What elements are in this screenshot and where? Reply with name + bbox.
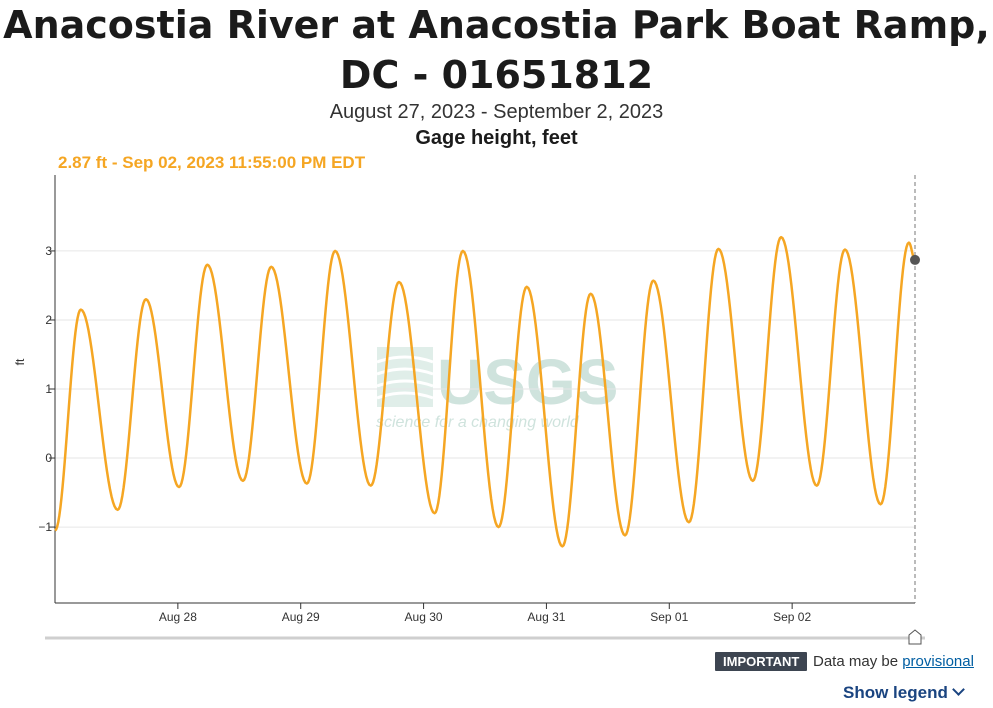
page-title-line1: Anacostia River at Anacostia Park Boat R… bbox=[3, 3, 990, 47]
time-brush[interactable] bbox=[45, 629, 925, 645]
grid-lines bbox=[55, 250, 915, 528]
series-group bbox=[54, 235, 916, 548]
x-tick-label-2: Aug 30 bbox=[405, 610, 443, 624]
y-axis-label: ft bbox=[13, 358, 27, 365]
show-legend-label: Show legend bbox=[843, 683, 948, 702]
y-tick-label-4: 3 bbox=[45, 244, 52, 258]
y-tick-label-0: −1 bbox=[38, 520, 52, 534]
tooltip-readout: 2.87 ft - Sep 02, 2023 11:55:00 PM EDT bbox=[58, 153, 366, 172]
provisional-link[interactable]: provisional bbox=[902, 653, 974, 670]
x-tick-label-3: Aug 31 bbox=[527, 610, 565, 624]
watermark-logo-text: USGS bbox=[437, 346, 618, 418]
date-range: August 27, 2023 - September 2, 2023 bbox=[329, 101, 664, 123]
y-tick-label-3: 2 bbox=[45, 313, 52, 327]
brush-handle[interactable] bbox=[908, 629, 922, 645]
current-point-marker[interactable] bbox=[910, 254, 920, 265]
series-line-0 bbox=[54, 235, 916, 548]
parameter-label: Gage height, feet bbox=[415, 127, 578, 149]
usgs-watermark: USGS science for a changing world bbox=[376, 346, 618, 431]
show-legend-button[interactable]: Show legend bbox=[843, 683, 965, 703]
y-axis-ticks: −1 0 1 2 3 bbox=[38, 244, 55, 534]
x-tick-label-0: Aug 28 bbox=[159, 610, 197, 624]
page-title-line2: DC - 01651812 bbox=[339, 53, 654, 97]
x-axis-ticks: Aug 28 Aug 29 Aug 30 Aug 31 Sep 01 Sep 02 bbox=[159, 603, 811, 624]
x-tick-label-4: Sep 01 bbox=[650, 610, 688, 624]
watermark-tagline: science for a changing world bbox=[376, 414, 580, 431]
important-badge: IMPORTANT bbox=[715, 652, 808, 671]
y-tick-label-2: 1 bbox=[45, 382, 52, 396]
provisional-notice: Data may be provisional bbox=[813, 653, 974, 670]
provisional-notice-text: Data may be bbox=[813, 653, 899, 670]
x-tick-label-1: Aug 29 bbox=[282, 610, 320, 624]
x-tick-label-5: Sep 02 bbox=[773, 610, 811, 624]
y-tick-label-1: 0 bbox=[45, 451, 52, 465]
chevron-down-icon bbox=[951, 683, 965, 696]
